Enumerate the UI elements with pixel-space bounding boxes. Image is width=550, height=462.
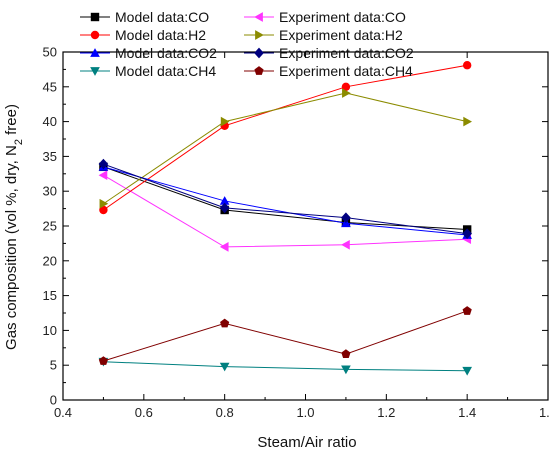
y-axis-label-subscript: 2: [13, 139, 25, 145]
data-point-experiment-data-co2: [219, 202, 230, 214]
x-tick-label: 1.6: [539, 405, 550, 420]
series-line-model-data-ch4: [103, 361, 468, 372]
data-point-model-data-h2: [341, 82, 351, 92]
legend-label: Model data:CH4: [115, 63, 216, 79]
data-point-experiment-data-h2: [342, 88, 351, 98]
legend-label: Experiment data:CH4: [279, 63, 413, 79]
legend-item-experiment-data-h2: Experiment data:H2: [244, 27, 403, 43]
legend-label: Experiment data:CO2: [279, 45, 414, 61]
series-line-model-data-co2: [103, 166, 468, 236]
y-tick-label: 5: [50, 358, 57, 373]
series-model-data-ch4: [98, 357, 472, 376]
plot-area: [62, 51, 549, 401]
x-tick-label: 1.2: [377, 405, 395, 420]
legend-label: Model data:H2: [115, 27, 206, 43]
data-point-experiment-data-co2: [462, 228, 472, 239]
x-tick-label: 0.4: [54, 405, 72, 420]
y-tick-label: 45: [43, 79, 57, 94]
plot-frame: [62, 51, 549, 401]
data-point-experiment-data-co: [341, 239, 350, 250]
x-tick-label: 0.8: [216, 405, 234, 420]
data-point-experiment-data-h2: [220, 116, 230, 127]
legend-item-model-data-h2: Model data:H2: [80, 27, 206, 43]
series-layer: [98, 61, 472, 376]
legend-label: Experiment data:CO: [279, 9, 406, 25]
data-point-model-data-h2: [99, 205, 108, 215]
x-tick-label: 1.4: [458, 405, 476, 420]
legend: Model data:CO Experiment data:CO Model dat…: [80, 9, 414, 79]
legend-label: Model data:CO2: [115, 45, 217, 61]
y-tick-label: 25: [43, 219, 57, 234]
series-line-model-data-co: [103, 166, 468, 230]
y-tick-label: 40: [43, 114, 57, 129]
data-point-model-data-ch4: [219, 362, 230, 372]
series-line-experiment-data-h2: [103, 92, 468, 205]
data-point-experiment-data-h2: [99, 198, 109, 209]
legend-marker: [254, 47, 264, 59]
y-tick-label: 15: [43, 288, 57, 303]
legend-label: Model data:CO: [115, 9, 209, 25]
x-axis-label: Steam/Air ratio: [257, 434, 356, 451]
legend-item-model-data-ch4: Model data:CH4: [80, 63, 216, 79]
series-model-data-co: [99, 162, 472, 234]
series-line-model-data-h2: [103, 64, 468, 211]
series-model-data-h2: [99, 61, 472, 215]
legend-marker: [90, 30, 100, 40]
series-line-experiment-data-ch4: [103, 310, 468, 362]
data-point-experiment-data-co2: [98, 158, 109, 170]
legend-marker: [90, 12, 100, 22]
data-point-model-data-co2: [219, 196, 230, 205]
y-axis-label-tail: free): [3, 104, 20, 139]
y-axis-label-main: Gas composition (vol %, dry, N: [3, 145, 20, 350]
legend-marker: [255, 30, 264, 40]
legend-item-experiment-data-co: Experiment data:CO: [244, 9, 406, 25]
legend-marker: [254, 12, 263, 22]
data-point-experiment-data-h2: [463, 116, 472, 127]
data-point-experiment-data-co: [219, 242, 229, 252]
x-tick-label: 1.0: [296, 405, 314, 420]
series-experiment-data-ch4: [98, 306, 472, 365]
legend-marker: [90, 67, 100, 76]
data-point-experiment-data-co: [98, 170, 108, 181]
legend-label: Experiment data:H2: [279, 27, 403, 43]
data-point-model-data-ch4: [462, 366, 472, 376]
series-experiment-data-co: [98, 170, 472, 252]
legend-item-experiment-data-ch4: Experiment data:CH4: [244, 63, 413, 79]
data-point-model-data-h2: [462, 61, 472, 70]
legend-marker: [90, 48, 100, 57]
y-axis-label: Gas composition (vol %, dry, N2 free): [3, 104, 25, 350]
data-point-experiment-data-ch4: [98, 356, 109, 365]
data-point-experiment-data-ch4: [220, 318, 230, 328]
series-line-experiment-data-co2: [103, 163, 468, 235]
series-experiment-data-h2: [99, 88, 472, 209]
data-point-experiment-data-ch4: [462, 306, 472, 315]
y-tick-label: 35: [43, 149, 57, 164]
axes-layer: 0.4 0.6 0.8 1.0 1.2 1.4 1.6 0 5 10 15 20 25 30 35 40 45 5…: [43, 45, 550, 421]
data-point-experiment-data-ch4: [341, 349, 351, 358]
y-tick-label: 30: [43, 184, 57, 199]
series-line-experiment-data-co: [103, 174, 468, 248]
data-point-model-data-ch4: [341, 365, 351, 375]
legend-item-model-data-co: Model data:CO: [80, 9, 209, 25]
legend-item-model-data-co2: Model data:CO2: [80, 45, 217, 61]
series-experiment-data-co2: [98, 158, 472, 239]
x-tick-label: 0.6: [135, 405, 153, 420]
y-tick-label: 0: [50, 393, 57, 408]
data-point-experiment-data-co2: [341, 212, 351, 223]
legend-item-experiment-data-co2: Experiment data:CO2: [244, 45, 414, 61]
y-tick-label: 20: [43, 253, 57, 268]
y-tick-label: 10: [43, 323, 57, 338]
legend-marker: [254, 66, 264, 75]
y-tick-label: 50: [43, 45, 57, 60]
